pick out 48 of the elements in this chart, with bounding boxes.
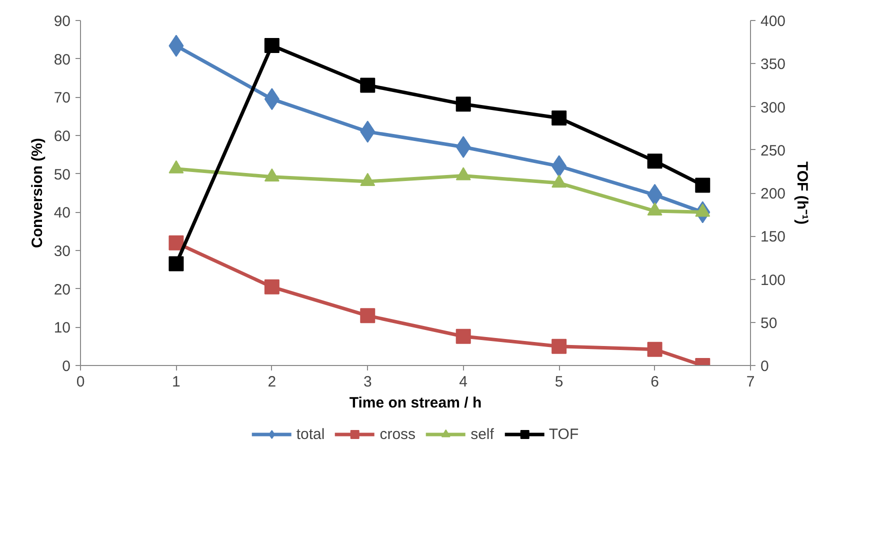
x-tick-label: 5 [554,374,564,390]
x-axis-title: Time on stream / h [349,394,482,412]
y-tick-label: 80 [54,51,71,68]
y-tick-label: 50 [54,166,71,184]
x-tick-label: 2 [268,374,276,390]
point [552,338,567,354]
legend-label: self [470,426,494,442]
x-tick-label: 6 [650,374,659,390]
point [647,154,662,169]
y2-tick-label: 300 [760,99,786,116]
y2-axis-title: TOF (h⁻¹) [794,161,811,225]
y2-tick-label: 200 [760,186,786,202]
y-tick-label: 30 [54,243,71,260]
x-tick-label: 4 [459,374,468,390]
y-tick-label: 40 [54,204,71,222]
point [456,96,471,112]
y2-tick-label: 150 [760,228,786,246]
y2-tick-label: 350 [760,56,786,74]
point [264,279,280,294]
point [552,110,567,126]
y2-tick-label: 0 [760,358,769,375]
y2-tick-label: 50 [760,314,778,332]
point [695,178,710,193]
point [456,328,471,344]
point [264,38,280,54]
point [647,342,662,357]
y2-tick-label: 100 [760,272,786,289]
point [168,235,184,250]
y-tick-label: 60 [54,128,71,145]
y-tick-label: 10 [54,320,71,337]
y-tick-label: 0 [62,358,70,375]
x-tick-label: 0 [76,374,85,390]
y2-tick-label: 400 [760,13,786,30]
y2-tick-label: 250 [760,142,786,160]
point [360,78,376,93]
legend-label: TOF [548,426,579,442]
x-tick-label: 3 [363,374,372,390]
x-tick-label: 1 [172,374,180,390]
y-axis-title: Conversion (%) [28,138,46,248]
y-tick-label: 20 [54,281,71,298]
y-tick-label: 70 [54,90,71,107]
y-tick-label: 90 [54,13,71,30]
x-tick-label: 7 [746,374,755,390]
point [168,256,184,272]
point [360,308,376,324]
point [456,136,471,158]
legend-label: total [296,426,325,442]
legend-label: cross [380,426,416,442]
